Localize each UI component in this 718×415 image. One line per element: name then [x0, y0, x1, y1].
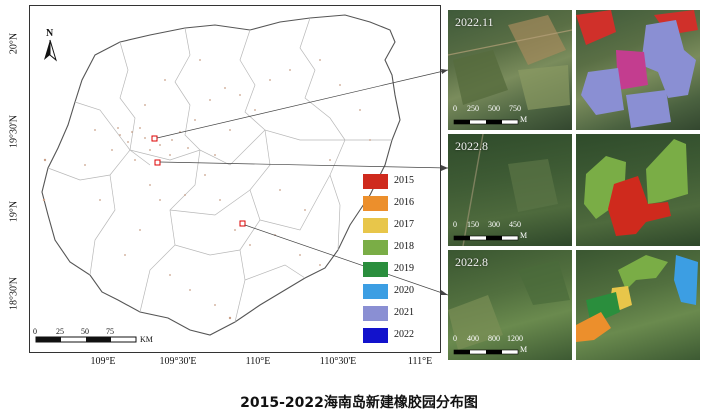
county-boundaries — [47, 17, 392, 323]
scale-tick: 450 — [509, 220, 521, 229]
legend-label: 2017 — [394, 219, 414, 230]
map-scale-tick: 0 — [33, 327, 37, 336]
legend-swatch — [363, 240, 388, 255]
satellite-image-1-raw: 2022.11 0 250 500 750 M — [448, 10, 572, 130]
scale-tick: 0 — [453, 220, 457, 229]
map-scale-tick: 75 — [106, 327, 114, 336]
lon-label-111e: 111°E — [407, 356, 433, 367]
scale-tick: 1200 — [507, 334, 523, 343]
panel-3-date: 2022.8 — [455, 255, 488, 269]
map-scale-unit: KM — [140, 335, 153, 344]
panel-2-date: 2022.8 — [455, 139, 488, 153]
lat-label-19-30n: 19°30'N — [8, 114, 20, 149]
legend-swatch — [363, 306, 388, 321]
plantation-speckles — [42, 59, 371, 320]
study-area-marker-1 — [151, 135, 158, 142]
satellite-image-2-raw: 2022.8 0 150 300 450 M — [448, 134, 572, 246]
scale-tick: 750 — [509, 104, 521, 113]
legend-label: 2019 — [394, 263, 414, 274]
lat-label-20n: 20°N — [8, 32, 20, 55]
satellite-image-3-raw: 2022.8 0 400 800 1200 M — [448, 250, 572, 360]
study-area-marker-3 — [239, 220, 246, 227]
leader-line-2 — [159, 161, 449, 169]
north-arrow-label: N — [46, 28, 54, 39]
scale-tick: 400 — [467, 334, 479, 343]
legend-swatch — [363, 196, 388, 211]
scale-tick: 250 — [467, 104, 479, 113]
study-area-marker-2 — [154, 159, 161, 166]
legend-label: 2018 — [394, 241, 414, 252]
lon-label-109-30e: 109°30'E — [159, 356, 197, 367]
lat-label-19n: 19°N — [8, 200, 20, 223]
legend-label: 2020 — [394, 285, 414, 296]
legend-swatch — [363, 328, 388, 343]
legend-label: 2022 — [394, 329, 414, 340]
scale-tick: 150 — [467, 220, 479, 229]
classified-overlay — [584, 139, 688, 236]
leader-line-3 — [244, 224, 449, 296]
legend-label: 2016 — [394, 197, 414, 208]
panel-1-date: 2022.11 — [455, 15, 494, 29]
scale-tick: 500 — [488, 104, 500, 113]
legend-swatch — [363, 218, 388, 233]
legend-swatch — [363, 284, 388, 299]
satellite-texture — [448, 15, 572, 110]
lon-label-109e: 109°E — [90, 356, 116, 367]
scale-tick: 800 — [488, 334, 500, 343]
scale-tick: 0 — [453, 104, 457, 113]
map-scale-bar — [35, 336, 137, 343]
scale-tick: 300 — [488, 220, 500, 229]
scale-unit: M — [520, 115, 528, 124]
scale-unit: M — [520, 345, 528, 354]
lat-label-18-30n: 18°30'N — [8, 276, 20, 311]
scale-unit: M — [520, 231, 528, 240]
satellite-texture — [448, 260, 570, 350]
satellite-image-1-classified — [576, 10, 700, 130]
figure-caption: 2015-2022海南岛新建橡胶园分布图 — [240, 395, 478, 411]
satellite-image-2-classified — [576, 134, 700, 246]
leader-line-1 — [156, 69, 449, 139]
classified-overlay — [576, 255, 698, 342]
satellite-texture — [462, 134, 558, 246]
lon-label-110-30e: 110°30'E — [319, 356, 357, 367]
classified-overlay — [576, 10, 698, 128]
satellite-image-3-classified — [576, 250, 700, 360]
scale-tick: 0 — [453, 334, 457, 343]
legend-label: 2015 — [394, 175, 414, 186]
north-arrow-icon — [44, 39, 57, 62]
island-outline — [41, 14, 401, 336]
map-scale-tick: 25 — [56, 327, 64, 336]
legend-label: 2021 — [394, 307, 414, 318]
legend-swatch — [363, 262, 388, 277]
legend-swatch — [363, 174, 388, 189]
lon-label-110e: 110°E — [245, 356, 271, 367]
map-scale-tick: 50 — [81, 327, 89, 336]
